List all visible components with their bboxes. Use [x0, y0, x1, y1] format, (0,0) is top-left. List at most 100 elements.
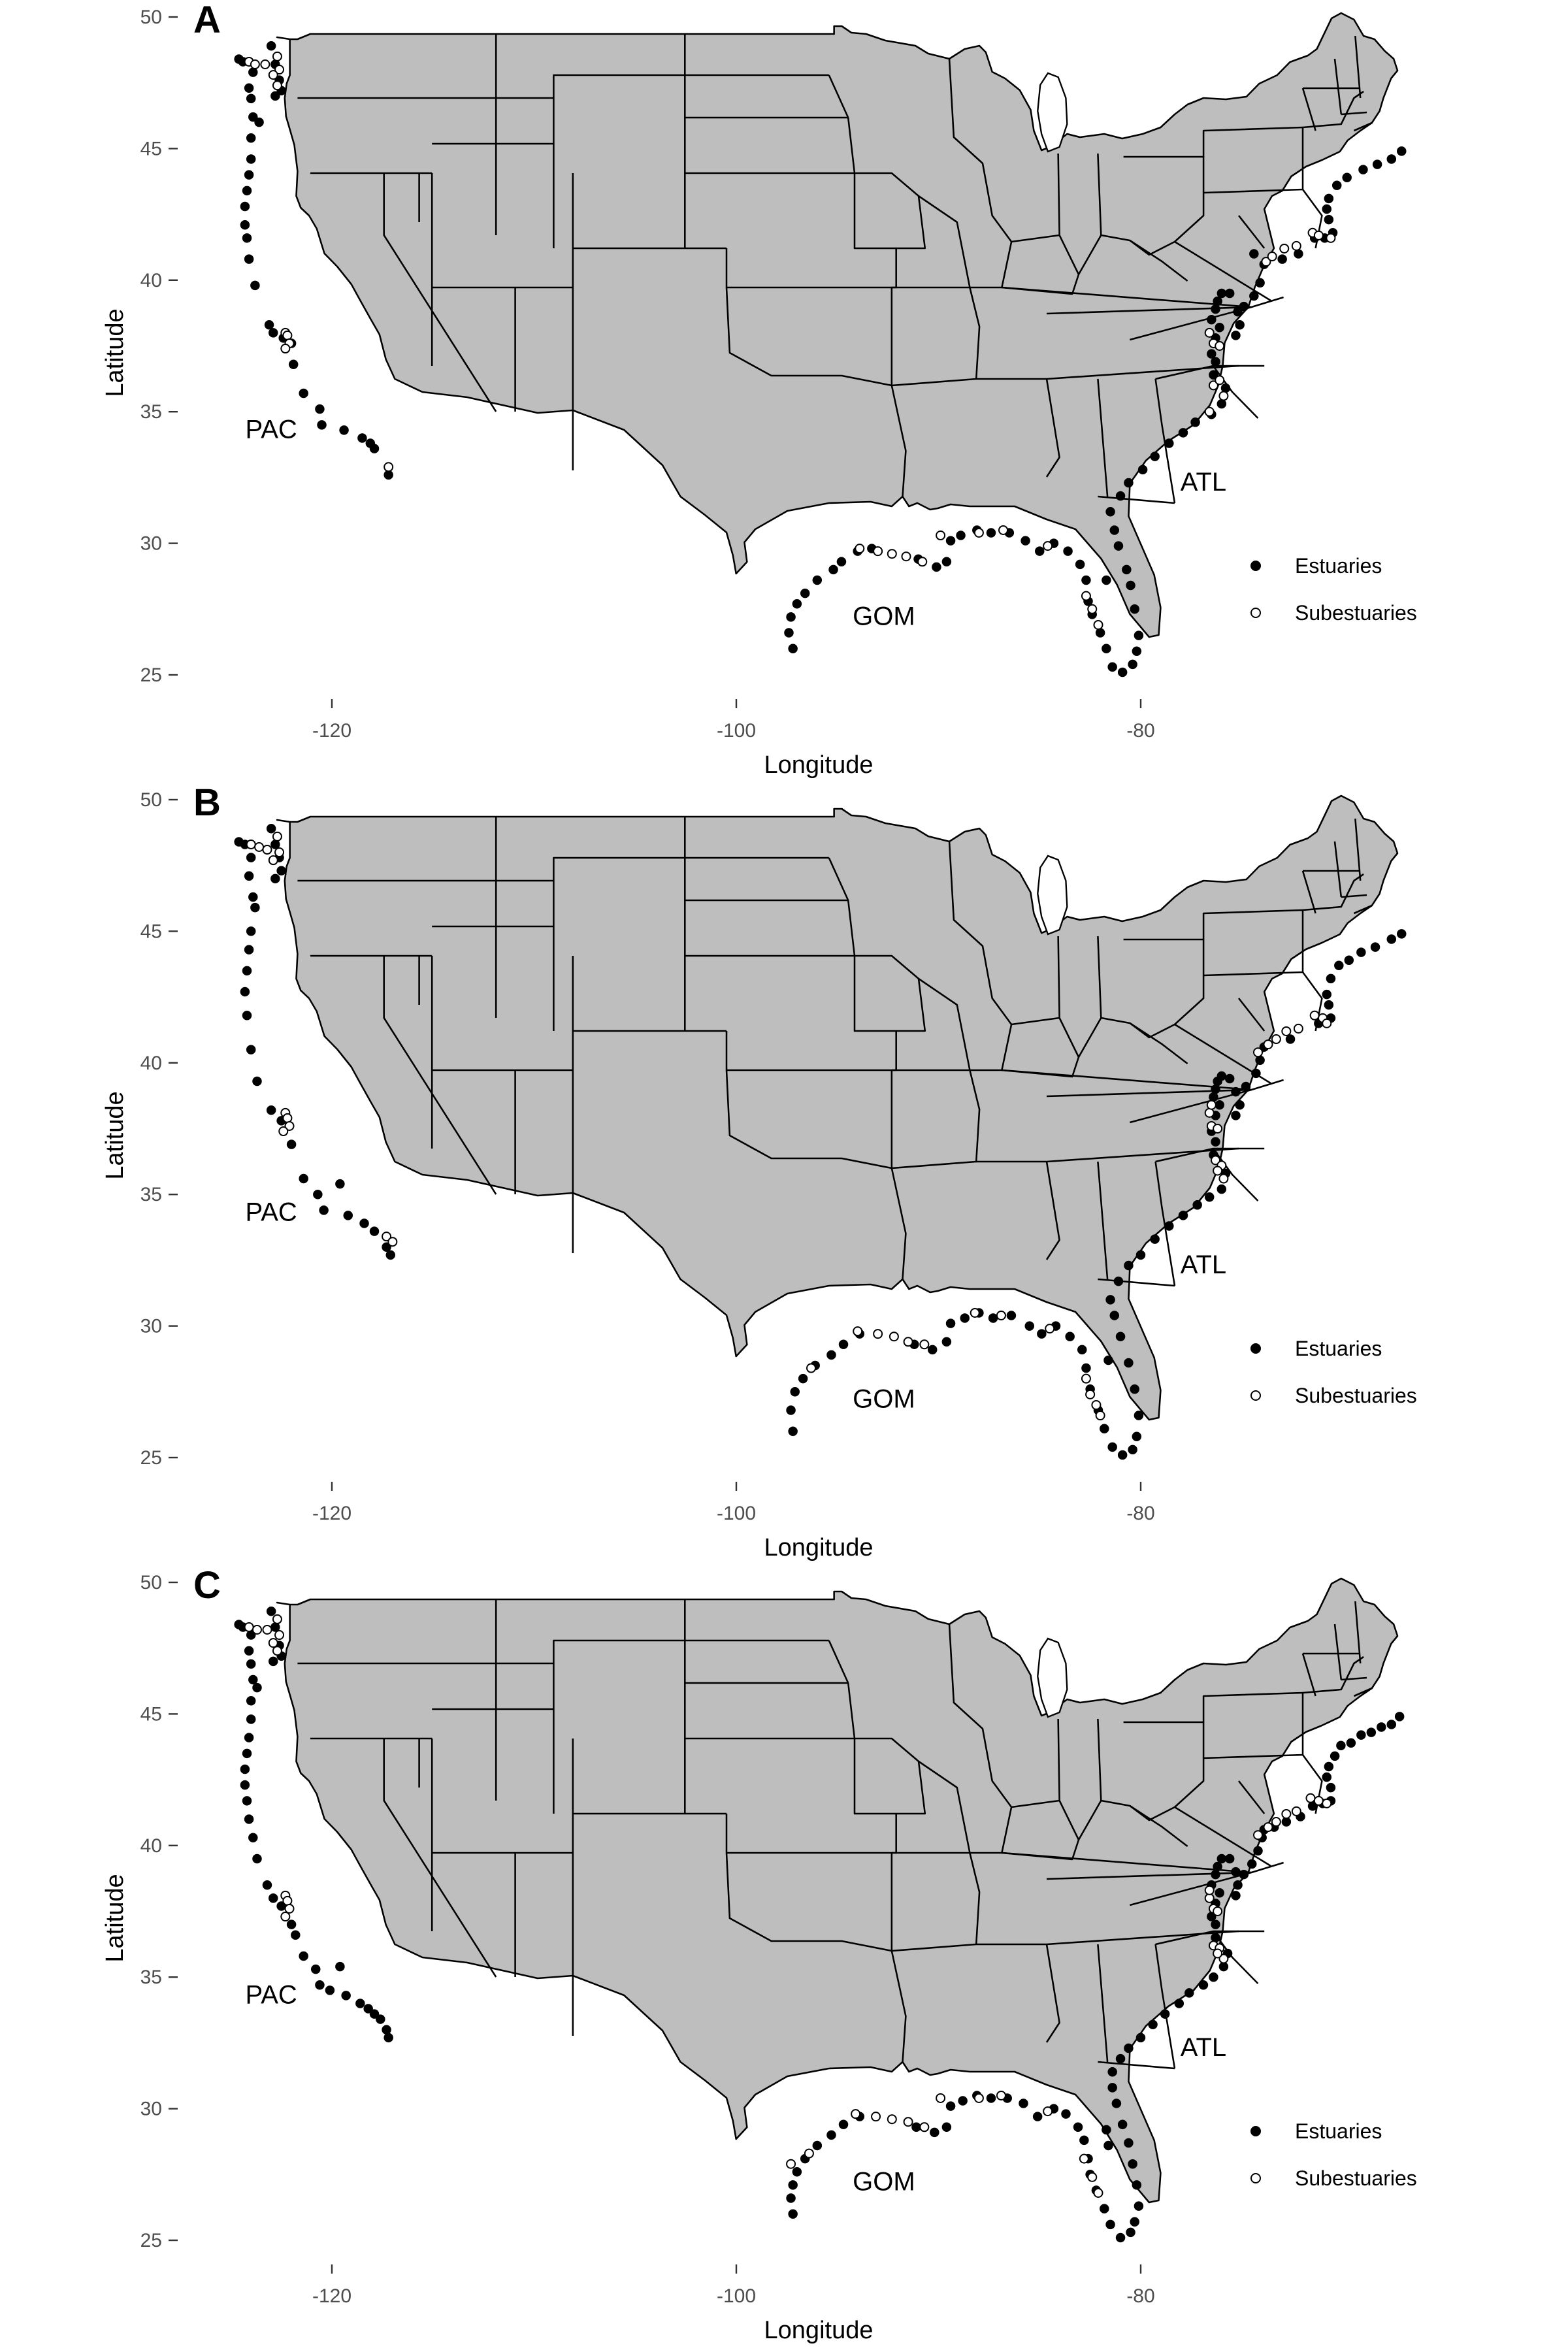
subestuary-point	[1218, 1173, 1229, 1184]
estuary-point	[355, 1999, 365, 2008]
x-axis-title: Longitude	[764, 1534, 874, 1561]
subestuary-point	[851, 2109, 861, 2119]
estuary-point	[1386, 934, 1397, 944]
estuary-point	[1081, 575, 1091, 585]
estuary-point	[1241, 1081, 1251, 1092]
subestuary-point	[1087, 604, 1098, 614]
estuary-point	[246, 1696, 256, 1706]
estuary-point	[798, 1373, 808, 1384]
y-axis-title: Latitude	[101, 308, 129, 397]
subestuary-point	[901, 551, 911, 562]
subestuary-point	[1085, 1389, 1096, 1399]
estuary-point	[1253, 1846, 1263, 1856]
estuary-point	[941, 557, 952, 567]
subestuary-point	[804, 2148, 814, 2159]
subestuary-point	[1326, 233, 1336, 243]
subestuary-point	[387, 1237, 398, 1247]
estuary-point	[1100, 1424, 1109, 1433]
estuary-point	[828, 564, 838, 575]
subestuary-point	[855, 544, 865, 554]
subestuary-point	[274, 65, 285, 75]
subestuary-point	[1206, 1100, 1217, 1110]
estuary-point	[826, 2130, 836, 2140]
estuary-point	[1178, 1211, 1188, 1220]
estuary-point	[286, 1919, 297, 1929]
subestuary-point	[1213, 1124, 1223, 1134]
estuary-point	[1111, 2099, 1122, 2108]
estuary-point	[1326, 1782, 1336, 1793]
y-tick-label: 35	[140, 1967, 162, 1988]
estuary-point	[240, 1780, 250, 1790]
estuary-point	[1322, 204, 1331, 214]
estuary-point	[786, 1405, 796, 1415]
y-tick-label: 50	[140, 1572, 162, 1593]
region-label-atl: ATL	[1181, 468, 1226, 497]
estuary-point	[1109, 525, 1120, 535]
estuary-point	[250, 280, 260, 291]
estuary-point	[1397, 929, 1407, 939]
estuary-point	[268, 328, 278, 338]
subestuary-point	[973, 2093, 984, 2103]
estuary-point	[266, 1105, 276, 1115]
estuary-point	[335, 1961, 345, 1972]
estuary-point	[246, 93, 256, 104]
y-tick-label: 35	[140, 1184, 162, 1205]
estuary-point	[1124, 478, 1134, 488]
subestuary-point	[1271, 1034, 1281, 1045]
estuary-point	[288, 359, 299, 369]
estuary-point	[1134, 2201, 1144, 2211]
estuary-point	[299, 1173, 308, 1184]
estuary-point	[1124, 2138, 1134, 2148]
subestuary-point	[903, 2117, 913, 2127]
estuary-point	[1192, 1200, 1202, 1210]
estuary-point	[1019, 2099, 1028, 2108]
estuary-point	[315, 1980, 325, 1990]
estuary-point	[1224, 1073, 1235, 1084]
estuary-point	[1126, 580, 1135, 591]
subestuary-point	[1261, 257, 1271, 267]
estuary-point	[1358, 165, 1368, 174]
y-tick-label: 40	[140, 1835, 162, 1857]
estuary-point	[1073, 2122, 1083, 2132]
legend-estuaries-key	[1250, 1343, 1261, 1354]
estuary-point	[1235, 1100, 1245, 1110]
subestuary-point	[1081, 591, 1091, 601]
estuary-point	[248, 67, 258, 77]
estuary-point	[1037, 1329, 1047, 1339]
subestuary-point	[1253, 1830, 1264, 1840]
estuary-point	[1324, 1761, 1334, 1772]
subestuary-point	[284, 1903, 295, 1914]
estuary-point	[242, 1011, 252, 1021]
estuary-point	[1334, 960, 1344, 971]
estuary-point	[248, 1833, 258, 1842]
subestuary-point	[1043, 541, 1053, 551]
x-tick-label: -120	[312, 720, 351, 742]
subestuary-point	[871, 2112, 881, 2122]
estuary-point	[1209, 1972, 1218, 1982]
estuary-point	[1207, 349, 1217, 359]
subestuary-point	[1309, 1010, 1320, 1021]
estuary-point	[1235, 320, 1245, 330]
estuary-point	[1135, 1250, 1146, 1260]
legend-label: Subestuaries	[1295, 1384, 1417, 1407]
y-tick-label: 25	[140, 664, 162, 686]
subestuary-point	[262, 845, 272, 855]
estuary-point	[1107, 2083, 1117, 2093]
legend: Estuaries Subestuaries	[1250, 554, 1417, 625]
y-tick-label: 40	[140, 270, 162, 291]
estuary-point	[1247, 1859, 1257, 1869]
subestuary-point	[853, 1326, 863, 1337]
subestuary-point	[274, 1630, 285, 1641]
estuary-point	[1255, 1055, 1265, 1066]
subestuary-point	[278, 1126, 289, 1137]
subestuary-point	[919, 1339, 930, 1350]
estuary-point	[270, 840, 280, 849]
estuary-point	[790, 1387, 800, 1397]
y-tick-label: 50	[140, 789, 162, 811]
estuary-point	[1330, 1751, 1340, 1761]
estuary-point	[384, 2033, 393, 2043]
estuary-point	[357, 433, 367, 443]
estuary-point	[1394, 1712, 1405, 1722]
estuary-point	[988, 1313, 998, 1323]
estuary-point	[1006, 1311, 1017, 1320]
